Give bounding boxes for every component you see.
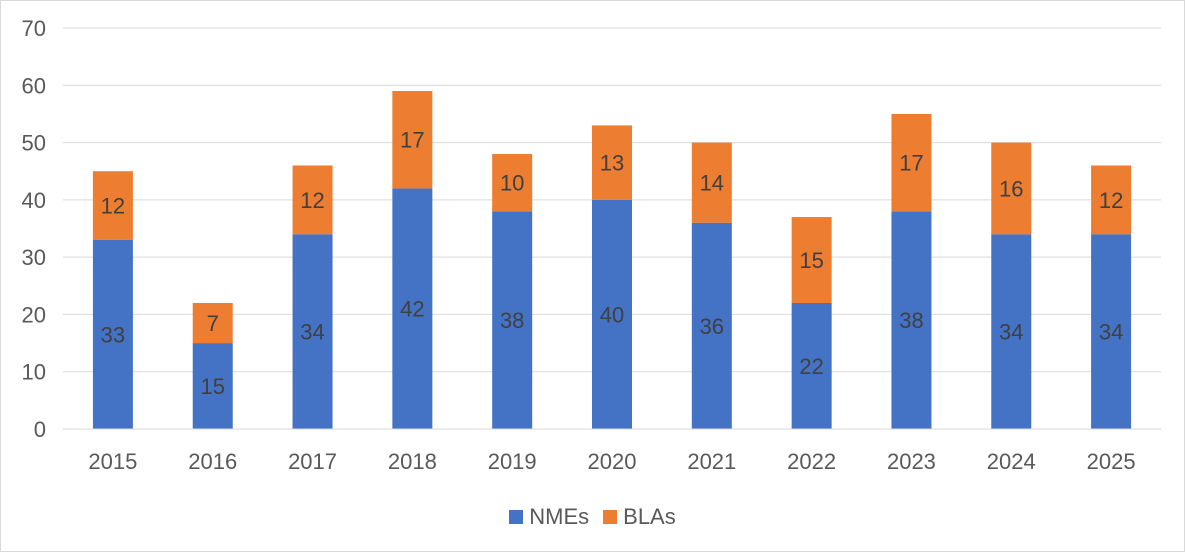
data-label-nmes-2022: 22 xyxy=(799,354,823,379)
y-tick-label-60: 60 xyxy=(22,73,46,98)
legend-label-blas: BLAs xyxy=(623,504,676,529)
data-label-nmes-2020: 40 xyxy=(600,302,624,327)
bar-nmes-2019 xyxy=(492,211,533,429)
legend-swatch-blas xyxy=(603,510,618,524)
data-label-nmes-2025: 34 xyxy=(1099,320,1123,345)
legend: NMEs BLAs xyxy=(1,504,1184,530)
y-tick-label-40: 40 xyxy=(22,188,46,213)
y-tick-label-20: 20 xyxy=(22,302,46,327)
data-label-nmes-2016: 15 xyxy=(200,374,224,399)
data-label-blas-2021: 14 xyxy=(700,171,724,196)
legend-item-nmes: NMEs xyxy=(509,504,589,530)
data-labels: 33 12 15 7 34 12 42 17 38 10 40 13 36 14 22 15 38 17 34 16 3… xyxy=(101,128,1124,399)
x-tick-label-2017: 2017 xyxy=(288,449,337,474)
x-tick-label-2024: 2024 xyxy=(987,449,1036,474)
data-label-nmes-2015: 33 xyxy=(101,322,125,347)
x-tick-label-2022: 2022 xyxy=(787,449,836,474)
x-tick-label-2025: 2025 xyxy=(1087,449,1136,474)
data-label-nmes-2023: 38 xyxy=(899,308,923,333)
y-tick-label-50: 50 xyxy=(22,131,46,156)
x-tick-label-2016: 2016 xyxy=(188,449,237,474)
bar-blas-2025 xyxy=(1091,165,1132,235)
bar-nmes-2023 xyxy=(891,211,932,429)
bar-blas-2020 xyxy=(592,125,632,200)
data-label-blas-2025: 12 xyxy=(1099,188,1123,213)
data-label-blas-2022: 15 xyxy=(799,248,823,273)
bar-blas-2016 xyxy=(192,302,233,344)
data-label-blas-2024: 16 xyxy=(999,176,1023,201)
bar-blas-2017 xyxy=(292,165,333,235)
bar-nmes-2021 xyxy=(691,222,732,429)
data-label-blas-2017: 12 xyxy=(300,188,324,213)
data-label-nmes-2021: 36 xyxy=(700,314,724,339)
data-label-blas-2023: 17 xyxy=(899,151,923,176)
bar-nmes-2020 xyxy=(592,199,632,429)
data-label-blas-2016: 7 xyxy=(207,311,219,336)
bar-nmes-2016 xyxy=(192,343,233,429)
bar-blas-2023 xyxy=(891,113,932,212)
bar-blas-2021 xyxy=(691,142,732,223)
data-label-blas-2019: 10 xyxy=(500,171,524,196)
legend-swatch-nmes xyxy=(509,510,524,524)
legend-label-nmes: NMEs xyxy=(529,504,590,529)
x-tick-label-2019: 2019 xyxy=(488,449,537,474)
bar-nmes-2017 xyxy=(292,234,333,429)
x-tick-label-2015: 2015 xyxy=(88,449,137,474)
data-label-nmes-2024: 34 xyxy=(999,320,1023,345)
x-tick-label-2018: 2018 xyxy=(388,449,437,474)
data-label-nmes-2018: 42 xyxy=(400,297,424,322)
bar-nmes-2015 xyxy=(92,239,133,429)
y-tick-label-70: 70 xyxy=(22,16,46,41)
y-tick-label-30: 30 xyxy=(22,245,46,270)
x-tick-label-2020: 2020 xyxy=(588,449,637,474)
bar-nmes-2022 xyxy=(791,302,832,429)
bar-nmes-2025 xyxy=(1091,234,1132,429)
bar-blas-2015 xyxy=(92,171,133,240)
stacked-bar-chart: 33 12 15 7 34 12 42 17 38 10 40 13 36 14 22 15 38 17 34 16 3… xyxy=(22,16,1161,474)
legend-item-blas: BLAs xyxy=(603,504,676,530)
bar-nmes-2018 xyxy=(392,188,433,429)
bars xyxy=(92,91,1132,429)
bar-blas-2018 xyxy=(392,91,433,189)
x-tick-label-2021: 2021 xyxy=(687,449,736,474)
data-label-nmes-2019: 38 xyxy=(500,308,524,333)
data-label-blas-2020: 13 xyxy=(600,151,624,176)
axes: 0 10 20 30 40 50 60 70 2015 2016 2017 2018 2019 2020 2… xyxy=(22,16,1161,474)
data-label-blas-2015: 12 xyxy=(101,194,125,219)
bar-blas-2022 xyxy=(791,217,832,303)
bar-blas-2024 xyxy=(991,142,1032,235)
bar-nmes-2024 xyxy=(991,234,1032,429)
y-tick-label-0: 0 xyxy=(34,417,46,442)
bar-blas-2019 xyxy=(492,154,533,212)
data-label-blas-2018: 17 xyxy=(400,128,424,153)
data-label-nmes-2017: 34 xyxy=(300,320,324,345)
y-tick-label-10: 10 xyxy=(22,360,46,385)
x-tick-label-2023: 2023 xyxy=(887,449,936,474)
